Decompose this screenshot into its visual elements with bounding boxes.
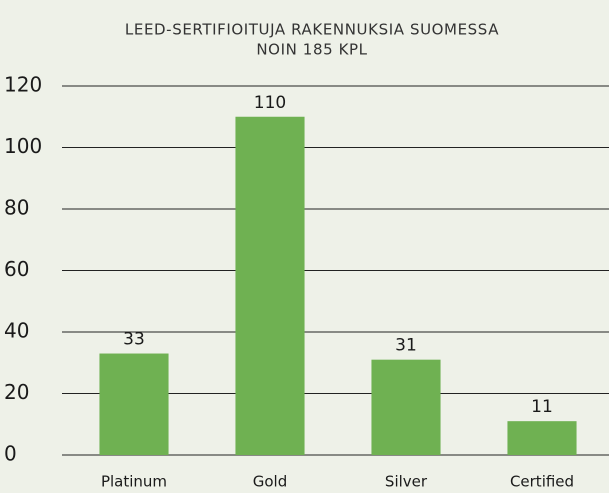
chart-title: LEED-SERTIFIOITUJA RAKENNUKSIA SUOMESSA (125, 21, 499, 39)
y-tick-label: 40 (4, 319, 29, 343)
x-tick-label: Platinum (101, 473, 167, 491)
y-tick-label: 120 (4, 73, 42, 97)
x-tick-label: Gold (253, 473, 288, 491)
value-label: 11 (531, 397, 553, 417)
bar (99, 353, 169, 455)
x-tick-label: Certified (510, 473, 574, 491)
x-tick-label: Silver (385, 473, 428, 491)
y-tick-label: 100 (4, 134, 42, 158)
y-tick-label: 20 (4, 380, 29, 404)
value-label: 110 (254, 93, 286, 113)
value-label: 33 (123, 330, 145, 350)
chart-title: NOIN 185 KPL (256, 41, 367, 59)
y-tick-label: 80 (4, 196, 29, 220)
y-tick-label: 60 (4, 257, 29, 281)
bar (371, 359, 441, 455)
bar (507, 421, 577, 455)
y-tick-label: 0 (4, 442, 17, 466)
value-label: 31 (395, 336, 417, 356)
bar (235, 116, 305, 455)
